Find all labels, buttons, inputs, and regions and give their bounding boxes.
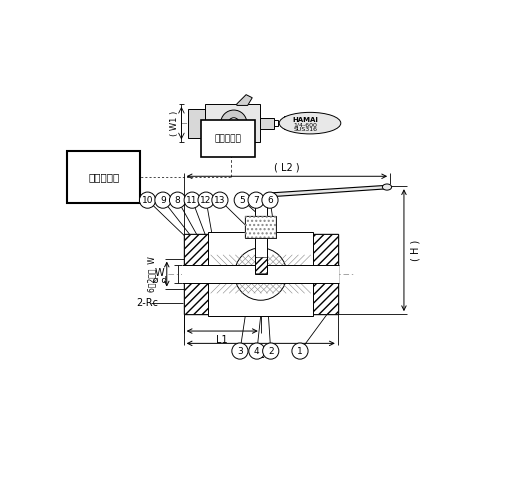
Text: 6: 6	[267, 196, 273, 204]
Text: L1: L1	[217, 335, 228, 345]
Ellipse shape	[382, 184, 392, 190]
Circle shape	[234, 192, 251, 208]
Ellipse shape	[279, 112, 341, 134]
Text: 13: 13	[214, 196, 225, 204]
Polygon shape	[237, 94, 252, 106]
Circle shape	[155, 192, 171, 208]
Bar	[184, 234, 338, 314]
Circle shape	[184, 192, 200, 208]
Circle shape	[212, 192, 228, 208]
Circle shape	[234, 248, 287, 300]
Text: 3: 3	[237, 346, 243, 356]
Bar	[274, 120, 278, 126]
Text: 9: 9	[160, 196, 166, 204]
Text: 7: 7	[253, 196, 259, 204]
Bar	[182, 265, 339, 283]
Text: 1/4-600: 1/4-600	[293, 122, 317, 127]
Text: ø d: ø d	[153, 276, 167, 284]
Text: 5: 5	[240, 196, 245, 204]
Circle shape	[198, 192, 214, 208]
Circle shape	[292, 343, 308, 359]
Circle shape	[169, 192, 186, 208]
Text: 2: 2	[268, 346, 274, 356]
Bar	[245, 216, 276, 238]
Text: 11: 11	[186, 196, 198, 204]
Text: ( W1 ): ( W1 )	[170, 110, 179, 136]
Polygon shape	[255, 186, 390, 200]
Text: 6角2面幅  W: 6角2面幅 W	[147, 256, 156, 292]
Circle shape	[249, 343, 265, 359]
Text: 禁油処理品: 禁油処理品	[215, 134, 242, 143]
Text: ( H ): ( H )	[411, 240, 421, 261]
Bar	[245, 216, 276, 238]
Bar	[204, 104, 260, 142]
Circle shape	[248, 192, 264, 208]
Bar	[255, 257, 267, 272]
Text: 1: 1	[297, 346, 303, 356]
Text: ( L2 ): ( L2 )	[274, 162, 300, 172]
Text: 2-Rc: 2-Rc	[136, 298, 158, 308]
Bar	[184, 234, 208, 314]
Circle shape	[140, 192, 156, 208]
Circle shape	[229, 118, 239, 128]
Text: L: L	[258, 350, 264, 360]
Text: 禁油処理品: 禁油処理品	[88, 172, 119, 182]
Text: HAMAI: HAMAI	[292, 117, 319, 123]
Circle shape	[263, 343, 279, 359]
Text: W: W	[155, 268, 164, 278]
Text: 12: 12	[200, 196, 212, 204]
Circle shape	[232, 343, 248, 359]
Circle shape	[221, 110, 247, 136]
Bar	[208, 232, 313, 316]
Text: 8: 8	[175, 196, 180, 204]
Circle shape	[262, 192, 278, 208]
Text: 10: 10	[142, 196, 153, 204]
Bar	[260, 118, 274, 128]
Bar	[255, 200, 267, 274]
Text: 4: 4	[254, 346, 260, 356]
Bar	[313, 234, 338, 314]
Bar	[188, 108, 204, 138]
Text: SUS316: SUS316	[293, 127, 317, 132]
